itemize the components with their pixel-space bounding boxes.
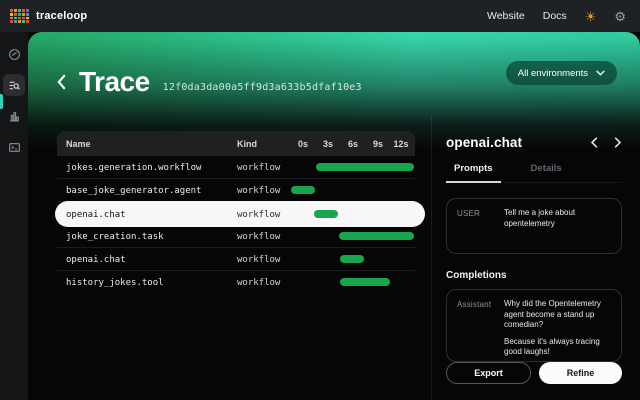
timeline-tick: 3s — [322, 139, 334, 149]
sidebar-item-traces[interactable] — [3, 74, 25, 96]
column-header-kind: Kind — [237, 139, 257, 149]
span-duration-bar — [340, 278, 390, 286]
prompt-text: Tell me a joke about opentelemetry — [504, 208, 576, 228]
tab-details[interactable]: Details — [530, 163, 562, 174]
completions-heading: Completions — [446, 270, 507, 281]
docs-link[interactable]: Docs — [542, 10, 567, 22]
sidebar-item-analytics[interactable] — [3, 105, 25, 127]
span-duration-bar — [339, 232, 414, 240]
chevron-left-icon — [590, 137, 598, 148]
chevron-down-icon — [596, 70, 605, 76]
chevron-right-icon — [614, 137, 622, 148]
back-button[interactable] — [56, 74, 67, 90]
table-row[interactable]: base_joke_generator.agent workflow — [57, 179, 415, 202]
span-name: openai.chat — [66, 255, 126, 265]
detail-tabs: Prompts Details — [446, 163, 622, 183]
settings-gear-icon[interactable]: ⚙ — [614, 8, 626, 24]
website-link[interactable]: Website — [487, 10, 525, 22]
main-panel: Trace 12f0da3da00a5ff9d3a633b5dfaf10e3 A… — [28, 32, 640, 400]
table-row[interactable]: openai.chat workflow — [55, 201, 425, 227]
export-button[interactable]: Export — [446, 362, 531, 384]
span-name: openai.chat — [66, 210, 126, 220]
spans-table: Name Kind 0s 3s 6s 9s 12s jokes.generati… — [55, 131, 425, 294]
completion-role-label: Assistant — [457, 300, 492, 309]
span-kind: workflow — [237, 255, 281, 265]
trace-id: 12f0da3da00a5ff9d3a633b5dfaf10e3 — [162, 81, 362, 93]
span-name: joke_creation.task — [66, 232, 164, 242]
span-name: base_joke_generator.agent — [66, 186, 202, 196]
table-row[interactable]: history_jokes.tool workflow — [57, 271, 415, 294]
refine-button[interactable]: Refine — [539, 362, 622, 384]
span-duration-bar — [340, 255, 364, 263]
span-title: openai.chat — [446, 135, 523, 150]
chevron-left-icon — [57, 74, 66, 90]
list-search-icon — [9, 81, 20, 90]
environment-dropdown-label: All environments — [517, 67, 588, 79]
timeline-tick: 6s — [347, 139, 359, 149]
spans-table-header: Name Kind 0s 3s 6s 9s 12s — [57, 131, 415, 156]
span-kind: workflow — [237, 232, 281, 242]
completion-paragraph: Why did the Opentelemetry agent become a… — [504, 299, 601, 329]
detail-actions: Export Refine — [446, 362, 622, 384]
completion-text: Why did the Opentelemetry agent become a… — [504, 299, 611, 358]
timeline-tick: 9s — [372, 139, 384, 149]
span-duration-bar — [291, 186, 315, 194]
panel-divider — [431, 116, 432, 400]
completion-paragraph: Because it's always tracing good laughs! — [504, 336, 600, 357]
prompt-role-label: USER — [457, 209, 481, 218]
span-kind: workflow — [237, 210, 281, 220]
prompt-card: USER Tell me a joke about opentelemetry — [446, 198, 622, 254]
bar-chart-icon — [9, 111, 19, 121]
theme-sun-icon[interactable]: ☀ — [584, 8, 597, 24]
traceloop-logo-icon — [10, 9, 29, 23]
span-detail-panel: openai.chat Prompts Details USER Tell me… — [432, 118, 640, 400]
next-span-button[interactable] — [614, 137, 622, 148]
terminal-icon — [8, 142, 20, 152]
sidebar-nav — [0, 32, 28, 400]
span-duration-bar — [314, 210, 338, 218]
sidebar-item-dashboard[interactable] — [3, 43, 25, 65]
brand-logo[interactable]: traceloop — [10, 9, 88, 23]
timeline-tick: 0s — [297, 139, 309, 149]
span-kind: workflow — [237, 186, 281, 196]
span-name: history_jokes.tool — [66, 278, 164, 288]
tab-prompts[interactable]: Prompts — [446, 163, 501, 183]
column-header-name: Name — [66, 139, 91, 149]
gauge-icon — [8, 48, 20, 60]
span-duration-bar — [316, 163, 414, 171]
table-row[interactable]: openai.chat workflow — [57, 248, 415, 271]
table-row[interactable]: joke_creation.task workflow — [57, 225, 415, 248]
prev-span-button[interactable] — [590, 137, 598, 148]
completion-card: Assistant Why did the Opentelemetry agen… — [446, 289, 622, 362]
table-row[interactable]: jokes.generation.workflow workflow — [57, 156, 415, 179]
sidebar-item-playground[interactable] — [3, 136, 25, 158]
span-kind: workflow — [237, 163, 281, 173]
brand-name: traceloop — [36, 10, 88, 22]
sidebar-active-indicator — [0, 94, 3, 109]
environment-dropdown[interactable]: All environments — [505, 61, 617, 85]
top-bar: traceloop Website Docs ☀ ⚙ — [0, 0, 640, 32]
timeline-tick: 12s — [393, 139, 409, 149]
span-name: jokes.generation.workflow — [66, 163, 202, 173]
page-title: Trace — [79, 66, 150, 97]
spans-table-body: jokes.generation.workflow workflow base_… — [55, 156, 425, 294]
span-kind: workflow — [237, 278, 281, 288]
